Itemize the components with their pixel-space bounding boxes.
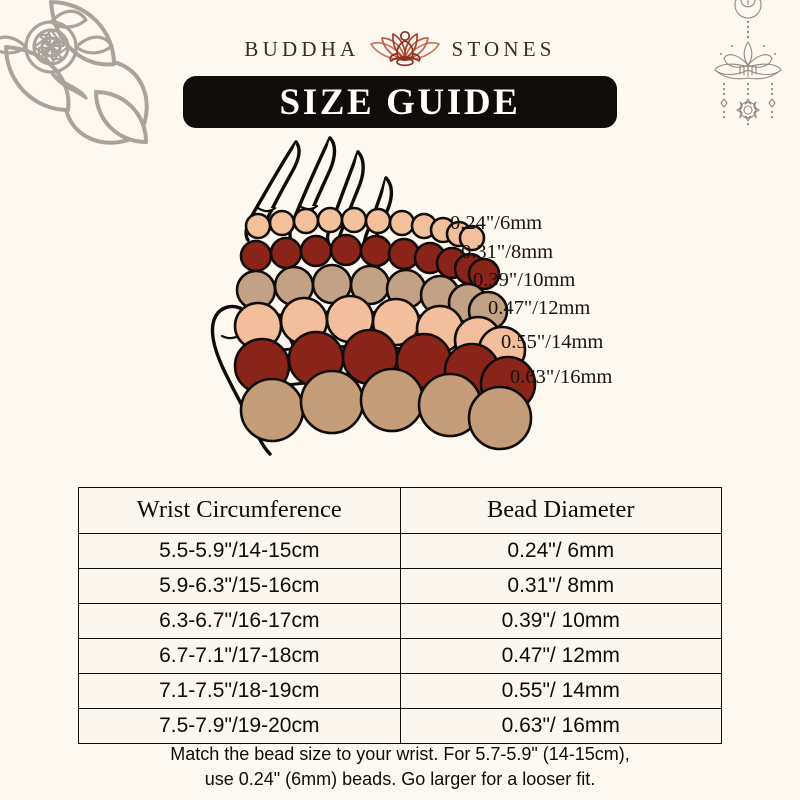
lotus-meditation-icon	[369, 24, 441, 75]
cell-wrist: 5.9-6.3"/15-16cm	[78, 568, 401, 604]
table-row: 7.1-7.5"/18-19cm 0.55"/ 14mm	[78, 673, 722, 709]
cell-bead: 0.47"/ 12mm	[399, 638, 722, 674]
cell-bead: 0.24"/ 6mm	[399, 533, 722, 569]
page-title: SIZE GUIDE	[279, 81, 521, 123]
cell-wrist: 6.7-7.1"/17-18cm	[78, 638, 401, 674]
cell-wrist: 6.3-6.7"/16-17cm	[78, 603, 401, 639]
cell-bead: 0.31"/ 8mm	[399, 568, 722, 604]
bracelet-row-6mm	[244, 206, 486, 252]
bead-label-10mm: 0.39"/10mm	[473, 269, 576, 291]
table-row: 5.9-6.3"/15-16cm 0.31"/ 8mm	[78, 568, 722, 604]
brand-word-left: BUDDHA	[244, 37, 360, 61]
size-guide-banner: SIZE GUIDE	[183, 76, 617, 128]
cell-bead: 0.55"/ 14mm	[399, 673, 722, 709]
table-header-row: Wrist Circumference Bead Diameter	[78, 487, 722, 534]
footer-line-1: Match the bead size to your wrist. For 5…	[170, 744, 630, 764]
table-row: 6.7-7.1"/17-18cm 0.47"/ 12mm	[78, 638, 722, 674]
brand-lockup: BUDDHA STONES	[0, 24, 800, 75]
size-table-body: Wrist Circumference Bead Diameter 5.5-5.…	[78, 487, 722, 744]
table-row: 7.5-7.9"/19-20cm 0.63"/ 16mm	[78, 708, 722, 744]
bead-label-8mm: 0.31"/8mm	[461, 241, 554, 263]
table-row: 6.3-6.7"/16-17cm 0.39"/ 10mm	[78, 603, 722, 639]
bracelet-row-16mm	[239, 367, 533, 451]
bracelet-row-8mm	[239, 233, 501, 291]
bracelet-rows	[233, 206, 537, 451]
cell-wrist: 7.5-7.9"/19-20cm	[78, 708, 401, 744]
cell-bead: 0.39"/ 10mm	[399, 603, 722, 639]
bead-label-14mm: 0.55"/14mm	[501, 331, 604, 353]
footer-line-2: use 0.24" (6mm) beads. Go larger for a l…	[204, 768, 596, 789]
bead-label-6mm: 0.24"/6mm	[450, 212, 543, 234]
cell-wrist: 5.5-5.9"/14-15cm	[78, 533, 401, 569]
column-header-bead: Bead Diameter	[399, 487, 722, 534]
bead-label-12mm: 0.47"/12mm	[488, 297, 591, 319]
size-table: Wrist Circumference Bead Diameter 5.5-5.…	[78, 487, 722, 744]
cell-bead: 0.63"/ 16mm	[399, 708, 722, 744]
cell-wrist: 7.1-7.5"/18-19cm	[78, 673, 401, 709]
footer-note: Match the bead size to your wrist. For 5…	[60, 742, 740, 792]
hand-bracelets-illustration	[0, 130, 800, 460]
column-header-wrist: Wrist Circumference	[78, 487, 401, 534]
brand-word-right: STONES	[451, 37, 556, 61]
table-row: 5.5-5.9"/14-15cm 0.24"/ 6mm	[78, 533, 722, 569]
bead-label-16mm: 0.63"/16mm	[510, 366, 613, 388]
